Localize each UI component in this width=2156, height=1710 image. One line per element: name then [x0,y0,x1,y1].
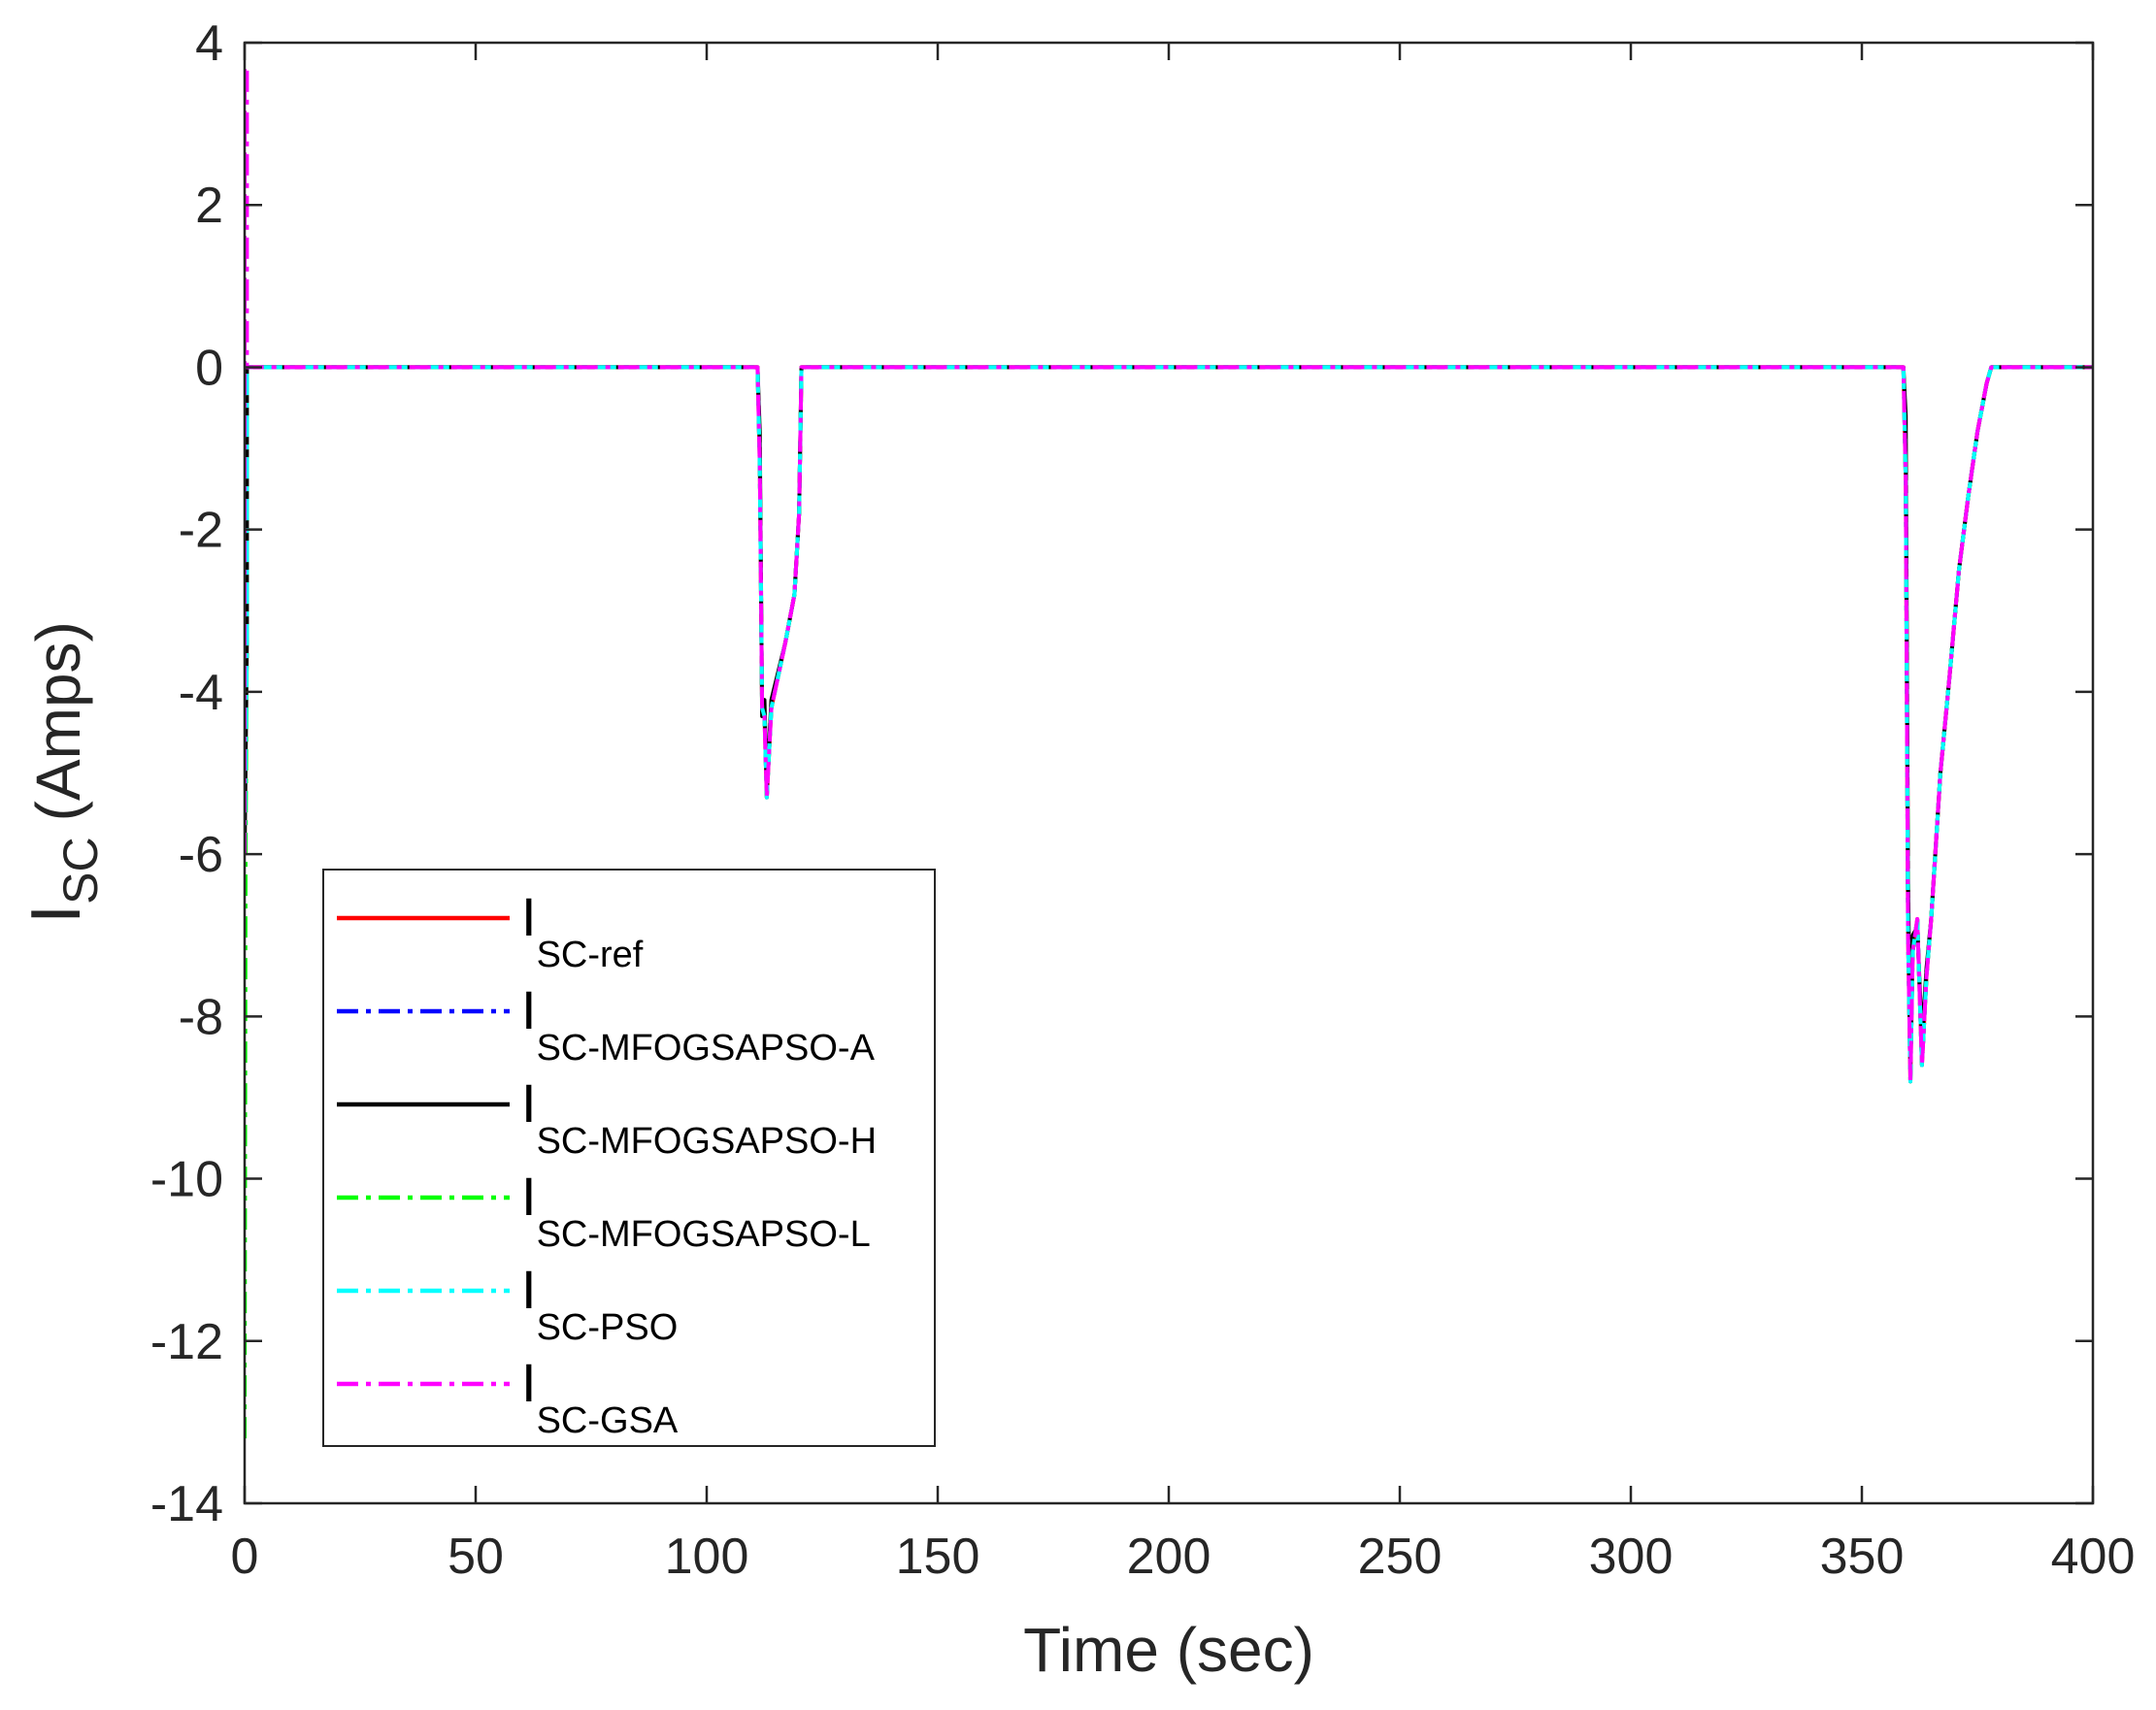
x-axis-tick-labels: 0 50 100 150 200 250 300 350 400 [231,1529,2136,1585]
x-tick-label-4: 200 [1127,1529,1211,1585]
x-tick-label-0: 0 [231,1529,259,1585]
x-axis-title: Time (sec) [1023,1615,1314,1685]
y-tick-label-2: 0 [195,340,223,396]
y-axis-title-sub: SC [53,837,108,904]
legend-label-sc-mfogsapso-a: ISC-MFOGSAPSO-A [521,979,876,1069]
x-tick-label-6: 300 [1589,1529,1674,1585]
series-line-sc-pso [245,365,2093,1084]
legend-label-sc-gsa: ISC-GSA [521,1352,679,1441]
x-tick-label-7: 350 [1820,1529,1905,1585]
y-axis-title-main: I [17,904,95,924]
legend-label-sc-pso: ISC-PSO [521,1259,678,1348]
y-axis-title: ISC (Amps) [17,621,108,924]
legend-label-sc-mfogsapso-l: ISC-MFOGSAPSO-L [521,1166,871,1255]
legend-label-sc-ref: ISC-ref [521,886,644,975]
series-line-sc-gsa [245,65,2093,1084]
x-tick-label-1: 50 [448,1529,504,1585]
y-tick-label-0: 4 [195,16,223,72]
legend: ISC-refISC-MFOGSAPSO-AISC-MFOGSAPSO-HISC… [322,869,936,1447]
y-tick-label-9: -14 [150,1476,223,1532]
y-axis-tick-labels: 4 2 0 -2 -4 -6 -8 -10 -12 -14 [150,16,223,1532]
y-tick-label-8: -12 [150,1314,223,1370]
y-tick-label-4: -4 [179,665,223,721]
legend-label-sc-mfogsapso-h: ISC-MFOGSAPSO-H [521,1072,877,1162]
legend-box [322,869,936,1447]
x-axis-ticks [243,43,2095,1503]
y-axis-title-unit: (Amps) [23,621,93,821]
y-axis-ticks [245,41,2093,1505]
y-tick-label-3: -2 [179,503,223,559]
y-tick-label-7: -10 [150,1152,223,1208]
y-tick-label-1: 2 [195,178,223,234]
x-tick-label-5: 250 [1358,1529,1443,1585]
x-tick-label-3: 150 [896,1529,980,1585]
y-tick-label-6: -8 [179,989,223,1045]
x-tick-label-2: 100 [665,1529,749,1585]
x-tick-label-8: 400 [2051,1529,2136,1585]
y-tick-label-5: -6 [179,827,223,883]
series-layer [245,65,2093,1439]
